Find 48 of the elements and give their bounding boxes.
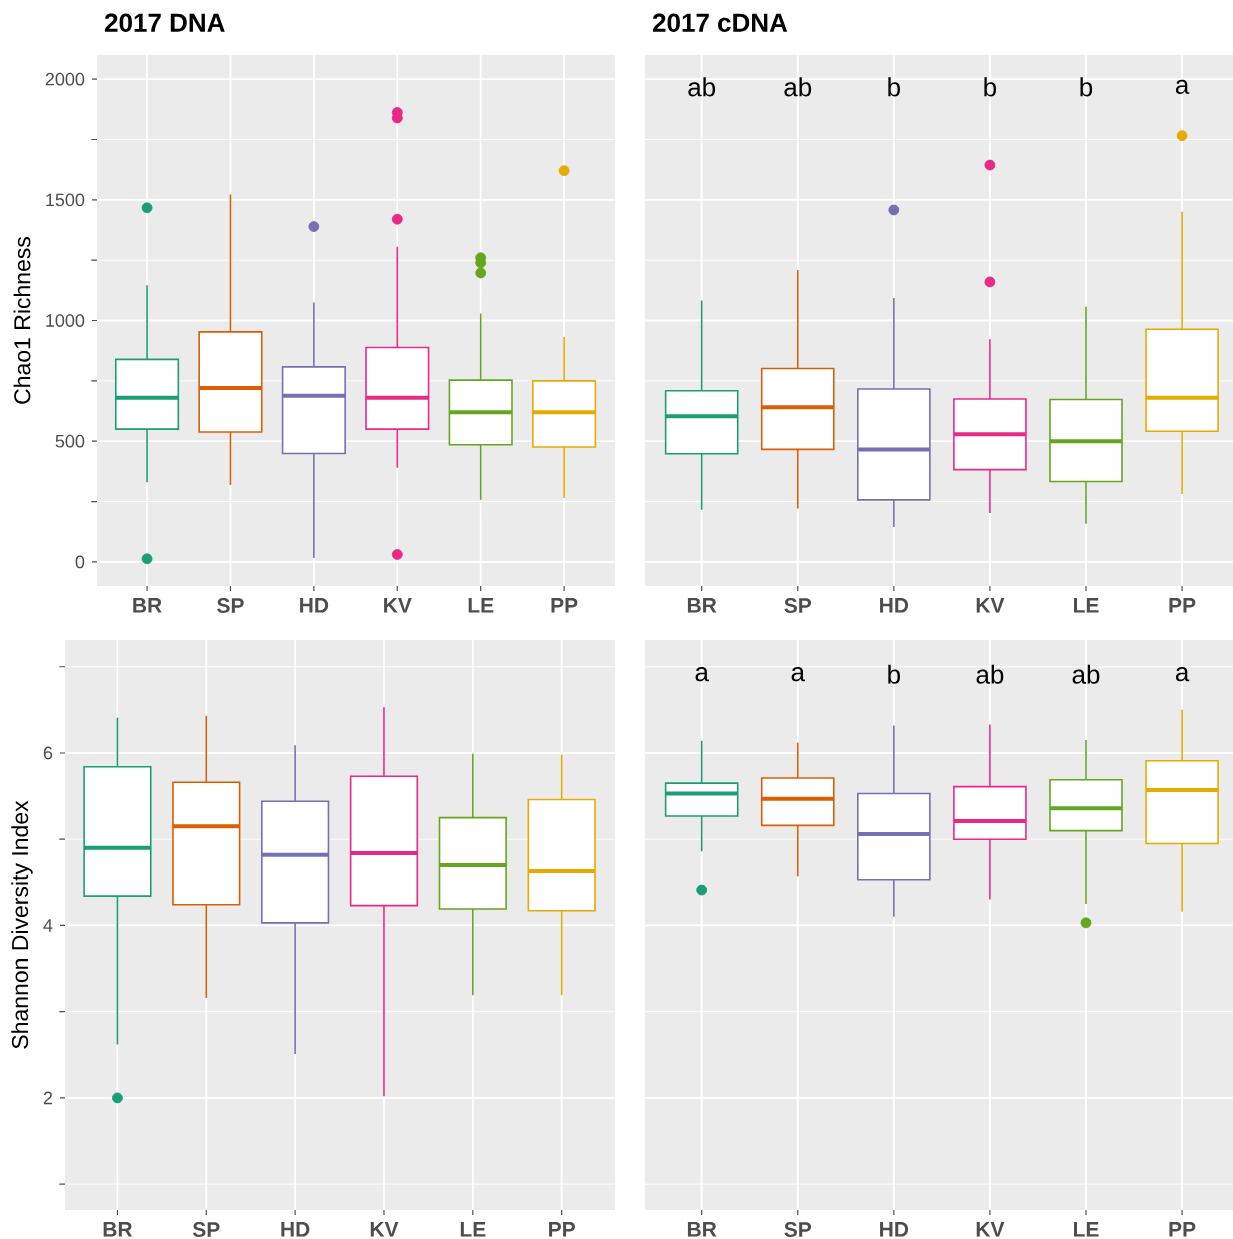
y-axis-title: Chao1 Richness — [13, 237, 31, 404]
annotation: a — [1175, 79, 1190, 94]
annotation: b — [984, 77, 997, 97]
x-tick-label: BR — [103, 1222, 133, 1237]
y-tick-label: 2000 — [45, 72, 85, 86]
x-tick-label: BR — [133, 598, 162, 613]
chart-title: 2017 cDNA — [652, 13, 788, 32]
x-tick-label: PP — [1169, 598, 1196, 613]
x-tick-label: SP — [217, 598, 244, 613]
annotation: ab — [1072, 664, 1100, 684]
x-tick-label: KV — [976, 598, 1005, 613]
x-tick-label: BR — [687, 1222, 717, 1237]
x-tick-label: LE — [468, 598, 494, 613]
x-tick-label: PP — [1169, 1222, 1196, 1237]
x-tick-label: HD — [880, 1222, 909, 1237]
y-tick-label: 1500 — [46, 193, 85, 207]
x-tick-label: LE — [1073, 1222, 1099, 1237]
x-tick-label: LE — [460, 1222, 486, 1237]
annotation: ab — [976, 664, 1004, 684]
x-tick-label: BR — [687, 598, 717, 613]
y-tick-label: 500 — [55, 434, 85, 448]
annotation: a — [695, 667, 709, 682]
annotation: ab — [688, 77, 716, 97]
x-tick-label: LE — [1073, 598, 1099, 613]
x-tick-label: HD — [281, 1222, 310, 1237]
x-tick-label: HD — [300, 598, 329, 613]
x-tick-label: SP — [784, 1222, 812, 1237]
chart-title: 2017 DNA — [104, 13, 225, 32]
x-tick-label: KV — [384, 598, 412, 613]
x-tick-label: KV — [976, 1222, 1005, 1237]
y-tick-label: 0 — [75, 555, 85, 569]
annotation: b — [888, 77, 900, 97]
annotation: a — [1175, 667, 1190, 682]
x-tick-label: HD — [880, 598, 909, 613]
x-tick-label: SP — [784, 598, 812, 613]
x-tick-label: PP — [549, 1222, 575, 1237]
annotation: ab — [784, 77, 812, 97]
annotation: b — [888, 664, 900, 684]
x-tick-label: KV — [370, 1222, 399, 1237]
y-axis-title: Shannon Diversity Index — [11, 800, 33, 1049]
y-tick-label: 4 — [43, 919, 53, 932]
annotation: b — [1080, 77, 1093, 97]
annotation: a — [791, 667, 805, 682]
y-tick-label: 2 — [43, 1091, 53, 1105]
x-tick-label: PP — [551, 598, 578, 613]
y-tick-label: 1000 — [46, 314, 85, 327]
x-tick-label: SP — [192, 1222, 220, 1237]
y-tick-label: 6 — [43, 746, 53, 760]
